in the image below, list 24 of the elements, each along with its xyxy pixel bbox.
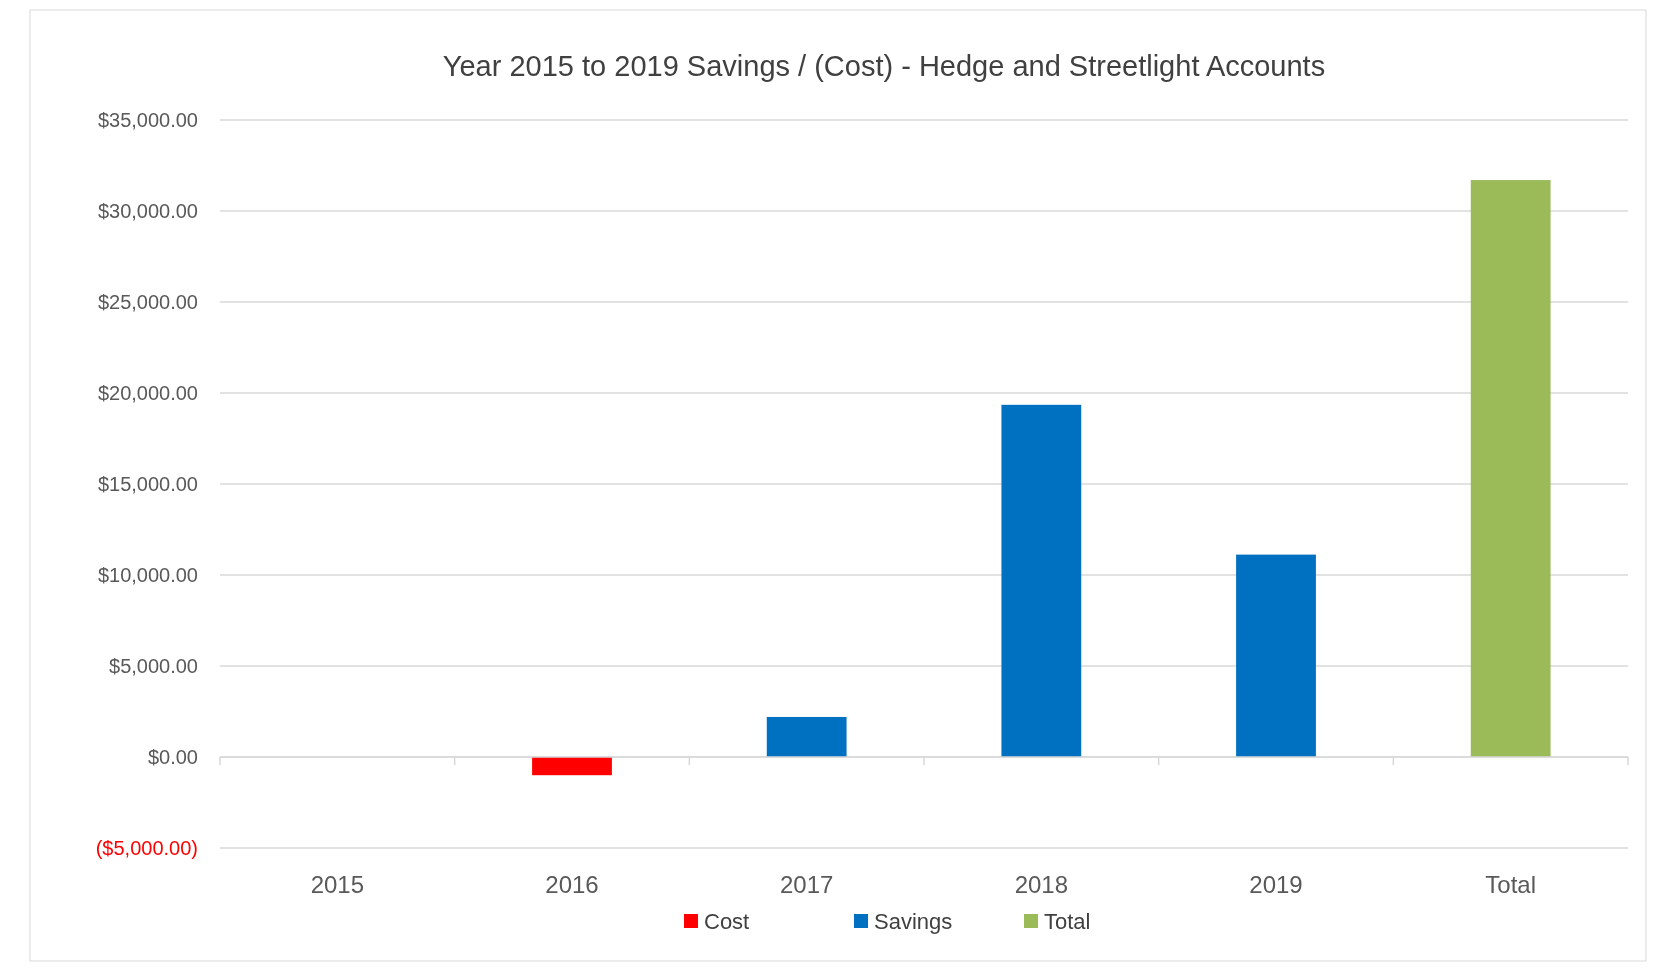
y-tick-label: $35,000.00 (97, 109, 198, 131)
legend-label: Cost (704, 908, 750, 934)
x-tick-label: 2019 (1249, 871, 1303, 898)
legend-label: Total (1044, 908, 1091, 934)
y-tick-label: ($5,000.00) (95, 837, 198, 859)
chart-title: Year 2015 to 2019 Savings / (Cost) - Hedge and Streetlight Accounts (442, 50, 1326, 82)
bar (532, 757, 612, 776)
bar (1470, 180, 1551, 757)
x-tick-label: 2017 (779, 871, 834, 898)
y-tick-label: $20,000.00 (97, 382, 198, 404)
y-tick-label: $30,000.00 (97, 200, 198, 222)
bar (1236, 554, 1316, 757)
x-tick-label: 2015 (310, 871, 365, 898)
y-tick-label: $15,000.00 (97, 473, 198, 495)
bar (1001, 404, 1082, 757)
x-tick-label: Total (1485, 871, 1537, 898)
y-tick-label: $5,000.00 (109, 655, 198, 677)
legend-label: Savings (874, 908, 953, 934)
x-tick-label: 2018 (1014, 871, 1069, 898)
y-tick-label: $0.00 (147, 746, 198, 768)
y-tick-label: $10,000.00 (97, 564, 198, 586)
x-tick-label: 2016 (545, 871, 599, 898)
y-tick-label: $25,000.00 (97, 291, 198, 313)
bar (766, 716, 847, 757)
